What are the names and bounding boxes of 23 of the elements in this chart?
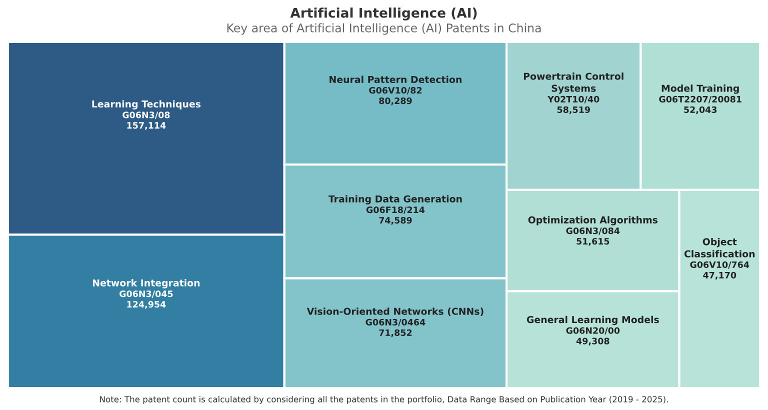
category-label: Powertrain Control Systems Y02T10/40: [524, 72, 624, 104]
category-label: General Learning Models G06N20/00: [526, 316, 659, 335]
category-label: Model Training G06T2207/20081: [659, 84, 742, 104]
text: Note: The patent count is calculated by considering all the patents in the portfolio, Data Range Based on Publication Year (2019 - 2025).: [100, 396, 668, 404]
category-label: Training Data Generation G06F18/214: [328, 195, 462, 214]
data-label: 71,852: [379, 329, 412, 338]
data-label: 52,043: [684, 106, 717, 114]
data-label: 157,114: [127, 122, 166, 130]
data-label: 74,589: [379, 216, 412, 225]
text: Artificial Intelligence (AI): [290, 8, 477, 20]
category-label: Neural Pattern Detection G06V10/82: [330, 76, 462, 94]
data-label: 49,308: [576, 338, 610, 346]
data-label: 80,289: [379, 98, 412, 106]
category-label: Optimization Algorithms G06N3/084: [528, 216, 658, 235]
data-label: 51,615: [576, 238, 610, 246]
category-label: Network Integration G06N3/045: [92, 279, 200, 298]
data-label: 47,170: [703, 272, 736, 280]
category-label: Learning Techniques G06N3/08: [92, 100, 201, 119]
category-label: Vision-Oriented Networks (CNNs) G06N3/0464: [306, 308, 484, 326]
data-label: 124,954: [127, 300, 166, 309]
text: Key area of Artificial Intelligence (AI) Patents in China: [227, 23, 541, 35]
data-label: 58,519: [557, 106, 590, 114]
category-label: Object Classification G06V10/764: [684, 238, 755, 269]
